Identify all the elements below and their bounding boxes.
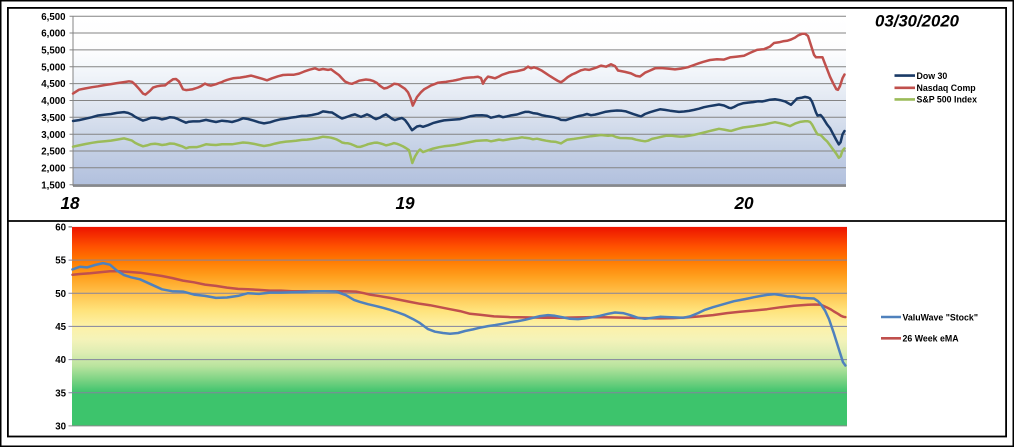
svg-text:55: 55: [55, 256, 66, 267]
svg-text:5,500: 5,500: [41, 46, 65, 57]
svg-text:20: 20: [733, 193, 754, 213]
svg-text:1,500: 1,500: [41, 180, 65, 191]
svg-text:Dow 30: Dow 30: [917, 71, 948, 81]
svg-text:4,000: 4,000: [41, 96, 65, 107]
svg-text:ValuWave "Stock": ValuWave "Stock": [903, 312, 979, 322]
svg-text:18: 18: [60, 193, 80, 213]
svg-text:35: 35: [55, 388, 66, 399]
svg-text:2,500: 2,500: [41, 147, 65, 158]
svg-text:60: 60: [55, 223, 66, 234]
svg-text:45: 45: [55, 322, 66, 333]
svg-text:2,000: 2,000: [41, 163, 65, 174]
svg-text:03/30/2020: 03/30/2020: [875, 12, 960, 31]
svg-text:6,000: 6,000: [41, 29, 65, 40]
svg-text:40: 40: [55, 355, 66, 366]
svg-text:5,000: 5,000: [41, 62, 65, 73]
svg-text:3,000: 3,000: [41, 130, 65, 141]
svg-text:50: 50: [55, 289, 66, 300]
svg-text:19: 19: [395, 193, 415, 213]
svg-text:26 Week eMA: 26 Week eMA: [903, 334, 960, 344]
svg-text:6,500: 6,500: [41, 12, 65, 23]
svg-text:30: 30: [55, 422, 66, 433]
svg-text:S&P 500 Index: S&P 500 Index: [917, 95, 978, 105]
svg-text:Nasdaq Comp: Nasdaq Comp: [917, 83, 977, 93]
svg-text:3,500: 3,500: [41, 113, 65, 124]
svg-text:4,500: 4,500: [41, 79, 65, 90]
